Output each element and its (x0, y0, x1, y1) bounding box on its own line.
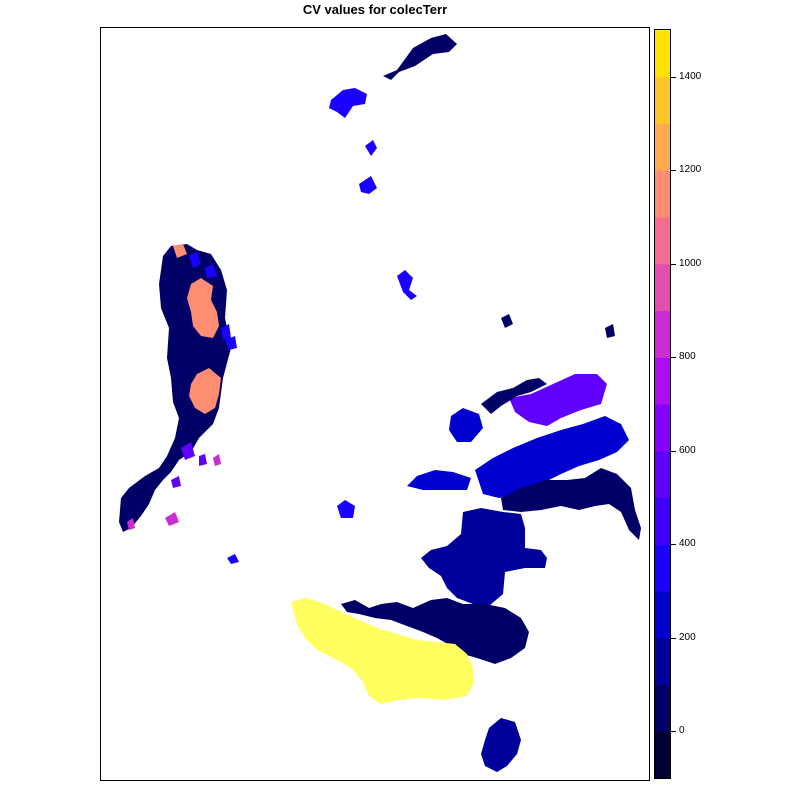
region-small-isle-1 (365, 140, 377, 156)
region-west-coast-violet (171, 442, 207, 488)
colorbar-tick-label: 800 (679, 351, 696, 363)
colorbar-tick (671, 544, 676, 546)
colorbar-band (655, 76, 670, 124)
region-north-island-top (383, 34, 457, 80)
region-west-coast-salmon-small (173, 244, 187, 258)
colorbar-band (655, 217, 670, 265)
region-central-isle-2 (337, 500, 355, 518)
region-central-isle-3 (227, 554, 239, 564)
region-east-blue-band (475, 416, 629, 498)
colorbar-band (655, 123, 670, 171)
colorbar-band (655, 404, 670, 452)
colorbar-tick (671, 76, 676, 78)
colorbar-band (655, 637, 670, 685)
colorbar-tick (671, 170, 676, 172)
region-west-coast-magenta (127, 454, 221, 530)
colorbar-band (655, 30, 670, 78)
region-east-navy-north (481, 378, 547, 414)
colorbar-gradient (655, 30, 670, 778)
chart-title: CV values for colecTerr (302, 2, 448, 17)
colorbar-tick-label: 1400 (679, 70, 702, 82)
colorbar-tick (671, 450, 676, 452)
colorbar-tick-label: 400 (679, 538, 696, 550)
region-central-isle-1 (397, 270, 417, 300)
region-central-dark-large (421, 508, 547, 606)
map-svg (119, 34, 641, 772)
colorbar-band (655, 450, 670, 498)
colorbar-band (655, 263, 670, 311)
region-east-blue-west (407, 470, 471, 490)
colorbar-tick (671, 637, 676, 639)
colorbar-tick (671, 357, 676, 359)
region-south-navy (341, 598, 529, 664)
region-central-isle-5 (605, 324, 615, 338)
colorbar-band (655, 544, 670, 592)
region-east-navy-south (501, 468, 641, 540)
colorbar-band (655, 170, 670, 218)
colorbar-tick-label: 200 (679, 631, 696, 643)
region-central-isle-4 (501, 314, 513, 328)
region-north-island-b (329, 88, 367, 118)
region-south-yellow (291, 598, 473, 704)
colorbar-tick (671, 731, 676, 733)
colorbar-tick-label: 1200 (679, 164, 702, 176)
colorbar-tick-label: 0 (679, 725, 685, 737)
map-panel (100, 27, 650, 781)
colorbar-band (655, 684, 670, 732)
region-small-isle-2 (359, 176, 377, 194)
colorbar-tick (671, 263, 676, 265)
region-east-blue-mid (449, 408, 483, 442)
region-south-tip (481, 718, 521, 772)
colorbar (654, 29, 671, 779)
colorbar-tick-label: 1000 (679, 257, 702, 269)
colorbar-band (655, 310, 670, 358)
region-east-violet-large (509, 374, 607, 426)
region-west-coast-salmon-lower (189, 368, 221, 414)
colorbar-band (655, 731, 670, 778)
colorbar-band (655, 497, 670, 545)
region-west-coast-salmon-upper (187, 278, 219, 338)
colorbar-band (655, 30, 670, 31)
colorbar-axis: 0 200 400 600 800 1000 1200 1400 (671, 29, 731, 779)
region-west-coast-blue (189, 252, 237, 350)
colorbar-band (655, 357, 670, 405)
colorbar-tick-label: 600 (679, 444, 696, 456)
colorbar-band (655, 591, 670, 639)
